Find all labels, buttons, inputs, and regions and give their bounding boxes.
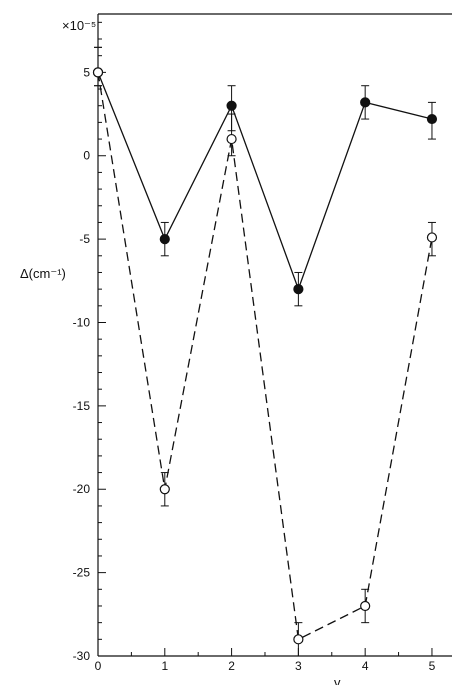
x-tick-label: 1 <box>161 659 168 673</box>
series-line <box>97 72 433 641</box>
x-tick-label: 2 <box>228 659 235 673</box>
x-axis-label: v <box>334 675 341 685</box>
data-point <box>426 232 438 243</box>
data-point <box>426 113 438 125</box>
data-point <box>226 133 237 145</box>
data-point <box>293 634 304 645</box>
y-tick-label: -15 <box>73 399 91 413</box>
y-tick-label: -5 <box>79 232 90 246</box>
data-point <box>360 600 371 612</box>
data-point <box>92 67 104 78</box>
series-line <box>97 72 433 292</box>
data-point <box>159 234 170 245</box>
y-tick-label: -20 <box>73 482 91 496</box>
series-1 <box>92 46 438 307</box>
y-tick-label: 0 <box>83 149 90 163</box>
y-tick-label: -10 <box>73 315 91 329</box>
axes: 5 0 -5 -10 -15 -20 -25 -30 0 1 2 3 4 5 <box>73 13 452 673</box>
y-multiplier-label: ×10⁻⁵ <box>62 18 96 33</box>
x-tick-label: 0 <box>95 659 102 673</box>
data-point <box>360 97 371 108</box>
x-tick-label: 4 <box>362 659 369 673</box>
y-axis-label: Δ(cm⁻¹) <box>20 266 66 281</box>
x-tick-label: 5 <box>429 659 436 673</box>
y-tick-label: 5 <box>83 65 90 79</box>
series-2 <box>92 46 438 657</box>
data-point <box>293 284 304 295</box>
y-tick-label: -25 <box>73 566 91 580</box>
series-layer <box>92 46 438 657</box>
data-point <box>226 100 237 111</box>
y-tick-label: -30 <box>73 649 91 663</box>
data-point <box>159 484 170 495</box>
x-tick-label: 3 <box>295 659 302 673</box>
